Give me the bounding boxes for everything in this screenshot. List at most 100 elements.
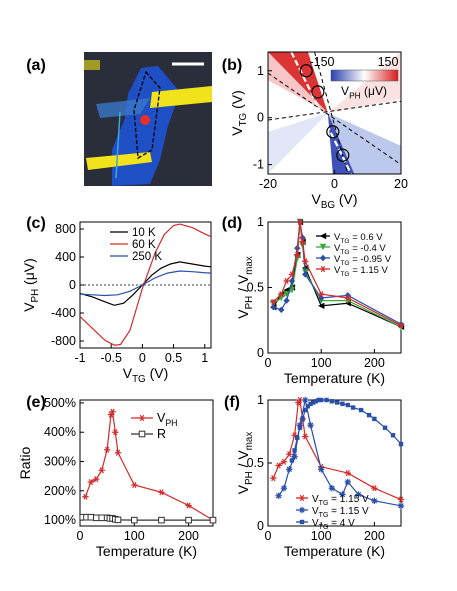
negative-fringe [327, 113, 401, 174]
data-point [319, 290, 324, 298]
dashed-line [268, 100, 401, 121]
legend-marker [299, 507, 305, 513]
data-point [398, 441, 404, 447]
data-point [287, 451, 292, 458]
data-point [114, 516, 122, 524]
panel-label-c: (c) [26, 215, 46, 232]
data-point [319, 397, 324, 403]
legend-marker [139, 414, 145, 422]
legend-marker [320, 265, 326, 273]
y-axis-label: VTG (V) [229, 90, 249, 136]
data-point [99, 467, 104, 474]
circle-marker [299, 64, 313, 78]
data-point [344, 292, 351, 299]
x-tick-label: 200 [178, 529, 199, 543]
data-point [284, 277, 289, 285]
data-point [159, 489, 164, 496]
data-point [292, 448, 297, 453]
colorbar-label: VPH (μV) [341, 84, 387, 101]
top-electrode [150, 86, 212, 108]
series-line [84, 409, 214, 521]
data-point [295, 251, 300, 258]
x-tick-label: 100 [311, 529, 332, 543]
data-point [87, 513, 95, 521]
data-point [303, 258, 308, 265]
legend-label: VTG = 1.15 V [312, 494, 369, 507]
data-point [308, 401, 313, 406]
legend-label: VTG = 4 V [312, 518, 355, 531]
panel-label-f: (f) [224, 394, 240, 411]
dashed-line [268, 72, 401, 166]
data-point [303, 407, 308, 413]
x-tick-label: 100 [311, 356, 332, 370]
data-point [186, 502, 191, 509]
data-point [289, 271, 295, 278]
legend-marker [319, 254, 327, 262]
data-point [281, 458, 287, 465]
colorbar [330, 69, 399, 82]
data-point [366, 412, 372, 418]
data-point [271, 298, 276, 305]
plot-frame [79, 399, 214, 527]
data-point [302, 271, 309, 278]
data-point [345, 402, 350, 408]
data-point [318, 302, 325, 310]
legend-label: VTG = 0.6 V [334, 232, 383, 245]
y-tick-label: 0 [257, 111, 264, 125]
x-tick-label: 1 [201, 351, 208, 365]
y-axis-label: VPH / Vmax [235, 432, 255, 495]
data-point [345, 470, 350, 477]
data-point [313, 399, 319, 404]
legend-label: 60 K [132, 239, 156, 251]
data-point [185, 516, 192, 524]
circle-marker [326, 125, 340, 139]
data-point [382, 425, 388, 430]
legend-marker [319, 243, 327, 251]
y-tick-label: 1 [257, 64, 264, 78]
circle-marker [336, 148, 350, 162]
gate-edge [115, 111, 121, 179]
panel-label-a: (a) [26, 57, 46, 74]
x-tick-label: 200 [364, 529, 385, 543]
data-point [390, 433, 396, 438]
data-point [303, 433, 308, 440]
top-gate-outline [133, 70, 161, 160]
data-point [371, 498, 378, 504]
panel-a [84, 52, 212, 186]
data-point [297, 425, 303, 430]
data-point [279, 290, 284, 298]
data-point [83, 493, 88, 500]
data-point [110, 408, 115, 415]
series-line [79, 261, 212, 306]
y-tick-label: 0.5 [247, 456, 264, 470]
data-point [358, 407, 364, 413]
data-point [88, 478, 93, 486]
data-point [307, 422, 314, 428]
x-axis-label: Temperature (K) [96, 543, 197, 559]
data-point [292, 432, 297, 439]
negative-lobe [327, 113, 355, 174]
data-point [115, 449, 121, 456]
data-point [340, 401, 345, 406]
corner-electrode [84, 60, 100, 70]
y-tick-label: 0.5 [247, 281, 264, 295]
data-point [98, 514, 106, 522]
x-tick-label: 0 [77, 529, 84, 543]
positive-fringe [268, 52, 328, 113]
data-point [318, 466, 324, 472]
data-point [398, 322, 404, 329]
data-point [329, 399, 335, 404]
legend-label: R [157, 427, 166, 441]
x-tick-label: 0 [265, 529, 272, 543]
legend-marker [299, 494, 305, 502]
flake-edge [96, 98, 150, 118]
y-tick-label: 400% [44, 425, 76, 439]
data-point [372, 485, 377, 492]
x-tick-label: 0.5 [165, 351, 182, 365]
y-tick-label: -1 [253, 158, 264, 172]
data-point [345, 479, 351, 485]
data-point [302, 397, 308, 403]
data-point [288, 277, 296, 285]
legend-marker [138, 430, 146, 438]
